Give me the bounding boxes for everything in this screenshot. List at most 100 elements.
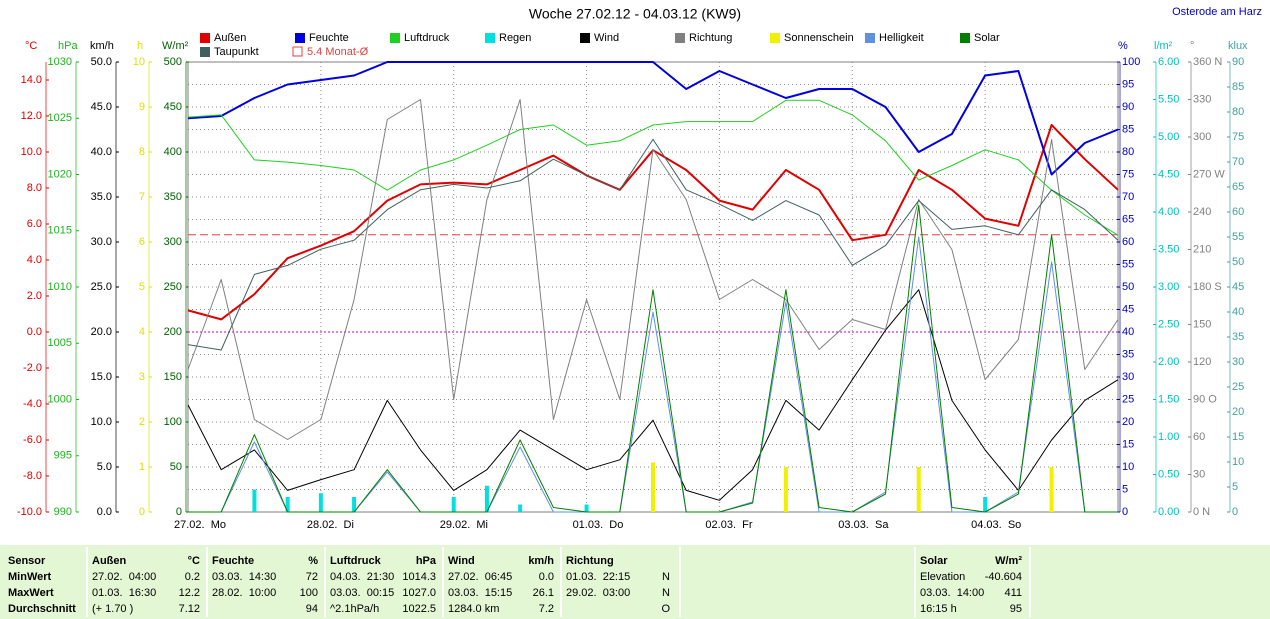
x-tick-label: 29.02. Mi [440,519,488,531]
y-tick-label: 85 [1232,81,1244,93]
stats-row-label: MinWert [8,571,52,583]
y-tick-label: 240 [1193,206,1211,218]
y-tick-label: 0.00 [1158,506,1179,518]
stats-cell: 1284.0 km [448,603,499,615]
y-tick-label: 5 [1122,483,1128,495]
legend-label: Helligkeit [879,32,924,44]
y-tick-label: 12.0 [21,110,42,122]
y-tick-label: 250 [164,281,182,293]
stats-cell: 12.2 [179,587,200,599]
stats-cell: 03.03. 14:30 [212,571,276,583]
bar [584,504,589,512]
series-line [187,138,1119,351]
stats-cell: 72 [306,571,318,583]
stats-cell: O [661,603,670,615]
y-tick-label: 1025 [48,112,72,124]
y-tick-label: 2.0 [27,290,42,302]
axis-title: % [1118,40,1128,52]
y-tick-label: 10 [1122,461,1134,473]
legend-label: Solar [974,32,1000,44]
y-tick-label: 150 [1193,318,1211,330]
y-tick-label: 6.0 [27,218,42,230]
stats-group-name: Wind [448,555,475,567]
y-tick-label: 1015 [48,225,72,237]
stats-row-label: MaxWert [8,587,54,599]
y-tick-label: 10 [1232,456,1244,468]
y-tick-label: 1.50 [1158,393,1179,405]
stats-cell: 95 [1010,603,1022,615]
y-tick-label: 350 [164,191,182,203]
y-tick-label: 0.0 [27,326,42,338]
stats-cell: 28.02. 10:00 [212,587,276,599]
y-tick-label: 75 [1232,131,1244,143]
stats-cell: 1022.5 [402,603,436,615]
y-tick-label: 5.0 [97,461,112,473]
axis-title: klux [1228,40,1248,52]
y-tick-label: 10.0 [21,146,42,158]
legend-label: Feuchte [309,32,349,44]
x-tick-label: 03.03. Sa [838,519,889,531]
y-tick-label: 35.0 [91,191,112,203]
y-tick-label: 0 [1232,506,1238,518]
series-line [187,61,1119,176]
bar [651,462,655,512]
y-tick-label: 50 [1122,281,1134,293]
stats-group-name: Solar [920,555,948,567]
y-tick-label: 30 [1193,468,1205,480]
y-tick-label: 80 [1122,146,1134,158]
y-tick-label: 0 [176,506,182,518]
legend-swatch [960,33,970,43]
x-tick-label: 04.03. So [971,519,1021,531]
stats-group-name: Richtung [566,555,614,567]
y-tick-label: 55 [1232,231,1244,243]
y-tick-label: 990 [54,506,72,518]
stats-cell: Elevation [920,571,965,583]
stats-cell: 1014.3 [402,571,436,583]
legend-label: Wind [594,32,619,44]
y-tick-label: 330 [1193,93,1211,105]
axis-title: ° [1190,40,1194,52]
y-tick-label: 1030 [48,56,72,68]
bar [451,497,456,512]
y-tick-label: 0 [139,506,145,518]
y-tick-label: 5 [139,281,145,293]
series-line [187,289,1119,501]
y-tick-label: 5 [1232,481,1238,493]
x-tick-label: 01.03. Do [573,519,624,531]
y-tick-label: 3.00 [1158,281,1179,293]
y-tick-label: -6.0 [23,434,42,446]
axis-title: hPa [58,40,78,52]
y-tick-label: 1 [139,461,145,473]
x-tick-label: 02.03. Fr [705,519,752,531]
legend-swatch [200,33,210,43]
legend-swatch [485,33,495,43]
stats-panel [0,545,1270,619]
y-tick-label: 60 [1122,236,1134,248]
stats-cell: 01.03. 22:15 [566,571,630,583]
stats-cell: N [662,571,670,583]
x-tick-label: 27.02. Mo [174,519,226,531]
stats-unit: % [308,555,318,567]
y-tick-label: 20.0 [91,326,112,338]
y-tick-label: 4 [139,326,145,338]
y-tick-label: 3.50 [1158,243,1179,255]
y-tick-label: 1010 [48,281,72,293]
stats-group-name: Luftdruck [330,555,382,567]
legend-swatch [675,33,685,43]
y-tick-label: -2.0 [23,362,42,374]
y-tick-label: 5.00 [1158,131,1179,143]
y-tick-label: 45.0 [91,101,112,113]
y-tick-label: 2 [139,416,145,428]
y-tick-label: 4.0 [27,254,42,266]
y-tick-label: 360 N [1193,56,1222,68]
y-tick-label: 60 [1193,431,1205,443]
y-tick-label: 55 [1122,258,1134,270]
bar [484,485,489,512]
y-tick-label: 35 [1122,348,1134,360]
series-line [187,99,1119,236]
stats-cell: 26.1 [533,587,554,599]
stats-unit: W/m² [995,555,1022,567]
y-tick-label: 50.0 [91,56,112,68]
axis-title: l/m² [1154,40,1173,52]
legend-label: Sonnenschein [784,32,854,44]
